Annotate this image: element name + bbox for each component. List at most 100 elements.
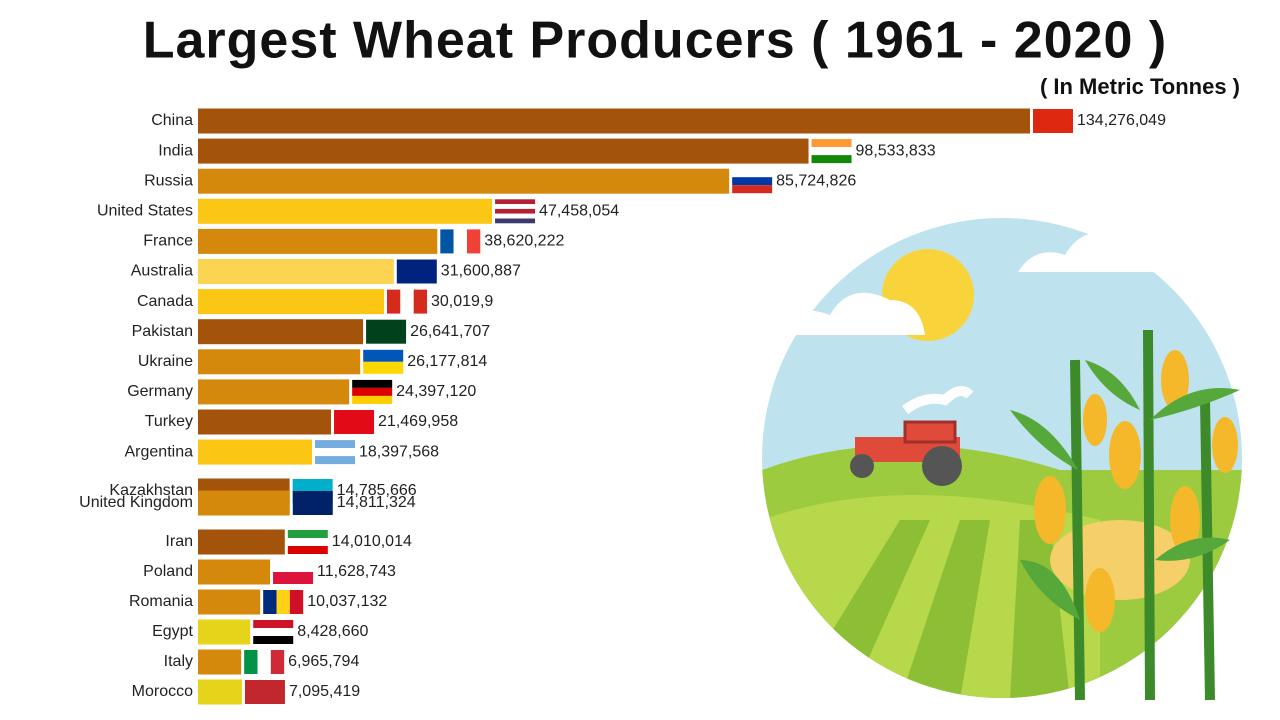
flag-stripe	[244, 680, 285, 704]
category-label: Poland	[143, 563, 193, 580]
category-label: Russia	[144, 172, 193, 189]
flag-stripe	[352, 387, 393, 396]
flag-stripe	[363, 361, 404, 374]
value-label: 21,469,958	[378, 413, 458, 430]
flag-stripe	[732, 177, 773, 186]
bar	[198, 529, 285, 555]
value-label: 10,037,132	[307, 593, 387, 610]
category-label: Morocco	[132, 683, 193, 700]
flag-stripe	[244, 650, 258, 674]
flag-stripe	[253, 628, 294, 636]
flag	[287, 530, 328, 554]
flag-stripe	[495, 213, 536, 219]
category-label: Australia	[131, 263, 193, 280]
flag-stripe	[352, 395, 393, 404]
value-label: 6,965,794	[288, 653, 359, 670]
bars: China 134,276,049 India 98,533,833 Russia 85,…	[79, 108, 1166, 705]
flag	[366, 319, 407, 344]
bar	[198, 259, 394, 284]
category-label: Argentina	[125, 443, 194, 460]
flag	[244, 680, 285, 704]
bar	[198, 619, 251, 645]
flag-stripe	[289, 590, 304, 614]
value-label: 11,628,743	[317, 563, 396, 580]
flag	[387, 289, 428, 314]
flag	[334, 410, 375, 434]
flag-stripe	[363, 349, 404, 362]
flag-stripe	[287, 546, 328, 554]
flag-stripe	[366, 319, 407, 344]
flag-stripe	[334, 410, 375, 434]
flag-stripe	[466, 229, 481, 254]
value-label: 31,600,887	[441, 263, 521, 280]
flag	[396, 259, 437, 284]
flag-stripe	[270, 650, 285, 674]
value-label: 98,533,833	[856, 142, 936, 159]
bar	[198, 559, 271, 585]
flag-stripe	[811, 155, 852, 164]
value-label: 26,177,814	[407, 353, 487, 370]
flag	[273, 560, 314, 584]
flag-stripe	[413, 289, 428, 314]
flag-stripe	[495, 204, 536, 209]
bar	[198, 649, 242, 675]
flag-stripe	[287, 538, 328, 546]
value-label: 30,019,9	[431, 293, 493, 310]
value-label: 24,397,120	[396, 383, 476, 400]
bar	[198, 349, 361, 375]
flag-stripe	[314, 456, 355, 465]
category-label: China	[151, 112, 193, 129]
value-label: 8,428,660	[297, 623, 368, 640]
category-label: France	[143, 233, 193, 250]
category-label: Ukraine	[138, 353, 193, 370]
category-label: Pakistan	[132, 323, 193, 340]
bar	[198, 379, 350, 405]
flag	[1033, 109, 1073, 133]
category-label: India	[158, 142, 193, 159]
bar	[198, 198, 493, 224]
category-label: Canada	[137, 293, 193, 310]
flag	[352, 379, 393, 404]
flag-stripe	[396, 259, 437, 284]
flag-stripe	[495, 218, 536, 224]
value-label: 26,641,707	[410, 323, 490, 340]
bar	[198, 168, 730, 194]
bar	[198, 589, 261, 615]
flag-stripe	[273, 560, 314, 572]
flag-stripe	[440, 229, 454, 254]
flag-stripe	[495, 199, 536, 205]
flag	[811, 139, 852, 164]
flag-stripe	[314, 440, 355, 449]
flag	[495, 199, 536, 224]
value-label: 38,620,222	[484, 233, 564, 250]
flag-stripe	[811, 147, 852, 156]
value-label: 47,458,054	[539, 203, 619, 220]
flag	[732, 169, 773, 194]
flag	[292, 491, 333, 515]
category-label: Romania	[129, 593, 193, 610]
bar	[198, 439, 312, 465]
bar	[198, 138, 809, 164]
illustration	[762, 218, 1242, 701]
value-label: 14,811,324	[337, 494, 416, 511]
flag-stripe	[387, 289, 401, 314]
flag	[263, 590, 304, 614]
flag-stripe	[1033, 109, 1073, 133]
category-label: United States	[97, 203, 193, 220]
flag-stripe	[732, 185, 773, 194]
chart-title: Largest Wheat Producers ( 1961 - 2020 )	[143, 12, 1168, 70]
value-label: 85,724,826	[776, 172, 856, 189]
flag-stripe	[314, 448, 355, 457]
flag	[363, 349, 404, 374]
value-label: 134,276,049	[1077, 112, 1166, 129]
flag-stripe	[273, 572, 314, 584]
bar	[198, 490, 290, 516]
value-label: 7,095,419	[289, 683, 360, 700]
category-label: United Kingdom	[79, 494, 193, 511]
flag	[440, 229, 481, 254]
bar	[198, 108, 1030, 134]
flag-stripe	[495, 208, 536, 214]
flag-stripe	[453, 229, 467, 254]
flag-stripe	[400, 289, 414, 314]
